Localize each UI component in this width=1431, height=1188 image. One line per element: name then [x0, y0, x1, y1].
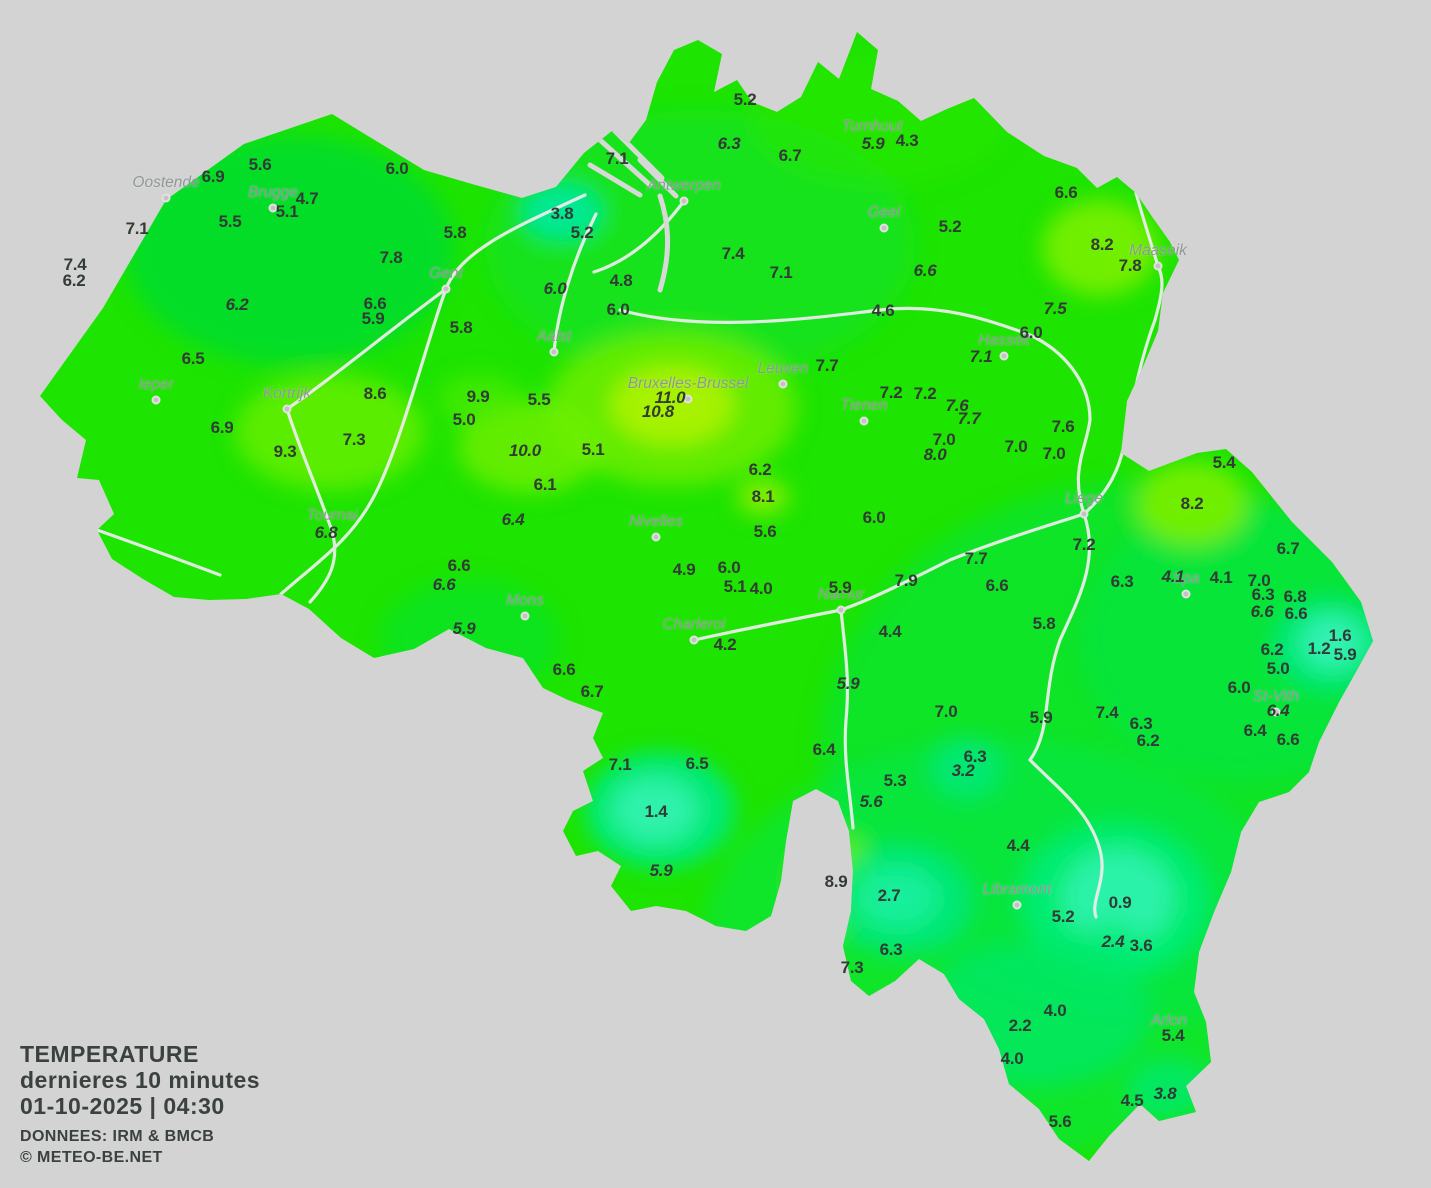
port-docks — [587, 127, 679, 293]
map-subtitle: dernieres 10 minutes — [20, 1066, 261, 1093]
title-block: TEMPERATURE dernieres 10 minutes 01-10-2… — [20, 1041, 261, 1167]
map-title: TEMPERATURE — [20, 1041, 199, 1067]
copyright: © METEO-BE.NET — [20, 1149, 163, 1167]
data-source: DONNEES: IRM & BMCB — [20, 1128, 215, 1146]
map-datetime: 01-10-2025 | 04:30 — [20, 1092, 225, 1119]
